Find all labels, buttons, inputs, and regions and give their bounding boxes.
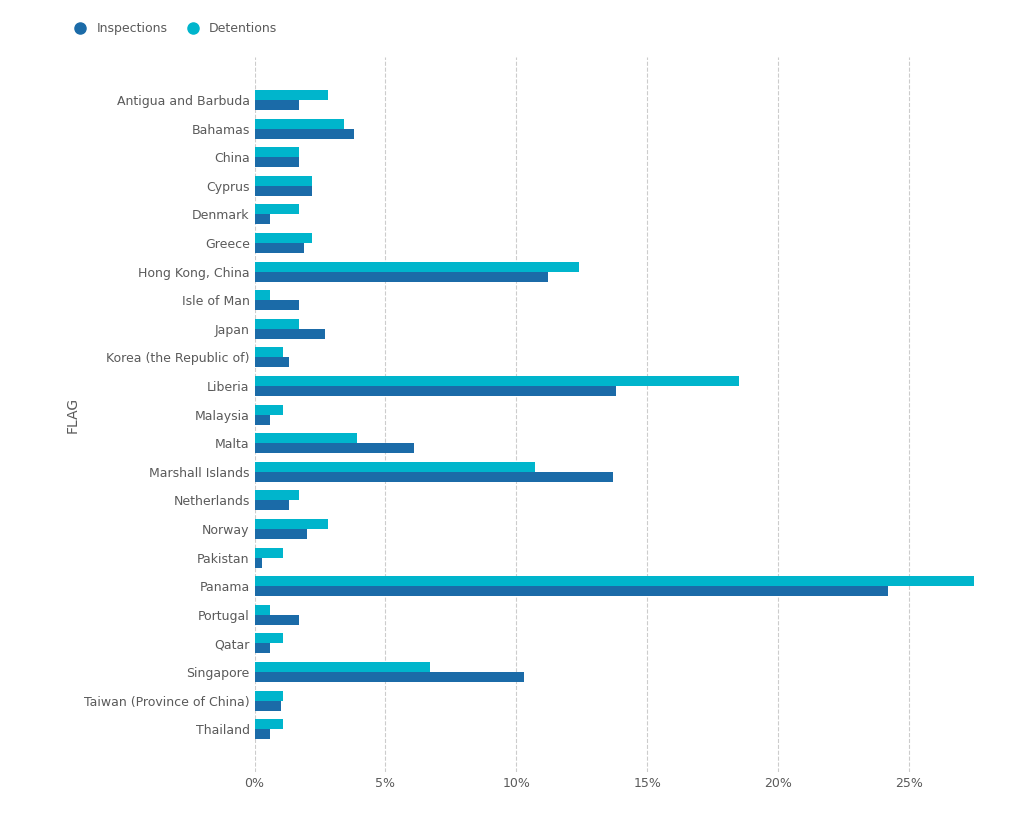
Bar bbox=[254, 700, 281, 711]
Y-axis label: FLAG: FLAG bbox=[66, 397, 79, 433]
Bar bbox=[254, 405, 283, 415]
Bar bbox=[254, 176, 313, 186]
Bar bbox=[254, 147, 299, 157]
Bar bbox=[254, 461, 534, 472]
Bar bbox=[254, 204, 299, 214]
Bar bbox=[254, 519, 328, 529]
Bar bbox=[254, 386, 616, 396]
Bar bbox=[254, 634, 283, 644]
Bar bbox=[254, 415, 270, 424]
Bar bbox=[254, 90, 328, 100]
Bar bbox=[254, 186, 313, 195]
Bar bbox=[254, 576, 974, 586]
Bar bbox=[254, 672, 524, 682]
Bar bbox=[254, 557, 263, 567]
Bar bbox=[254, 262, 579, 272]
Bar bbox=[254, 662, 430, 672]
Bar bbox=[254, 433, 356, 443]
Bar bbox=[254, 443, 414, 453]
Bar bbox=[254, 157, 299, 167]
Bar bbox=[254, 100, 299, 110]
Legend: Inspections, Detentions: Inspections, Detentions bbox=[63, 17, 282, 40]
Bar bbox=[254, 233, 313, 243]
Bar bbox=[254, 328, 325, 339]
Bar bbox=[254, 243, 304, 253]
Bar bbox=[254, 644, 270, 654]
Bar bbox=[254, 347, 283, 357]
Bar bbox=[254, 605, 270, 615]
Bar bbox=[254, 729, 270, 739]
Bar bbox=[254, 376, 739, 386]
Bar bbox=[254, 290, 270, 300]
Bar bbox=[254, 357, 288, 368]
Bar bbox=[254, 719, 283, 729]
Bar bbox=[254, 490, 299, 501]
Bar bbox=[254, 615, 299, 625]
Bar bbox=[254, 118, 343, 129]
Bar bbox=[254, 472, 613, 482]
Bar bbox=[254, 319, 299, 328]
Bar bbox=[254, 690, 283, 700]
Bar bbox=[254, 272, 548, 282]
Bar bbox=[254, 214, 270, 224]
Bar bbox=[254, 548, 283, 557]
Bar bbox=[254, 129, 354, 139]
Bar bbox=[254, 529, 306, 539]
Bar bbox=[254, 501, 288, 511]
Bar bbox=[254, 300, 299, 310]
Bar bbox=[254, 586, 888, 596]
